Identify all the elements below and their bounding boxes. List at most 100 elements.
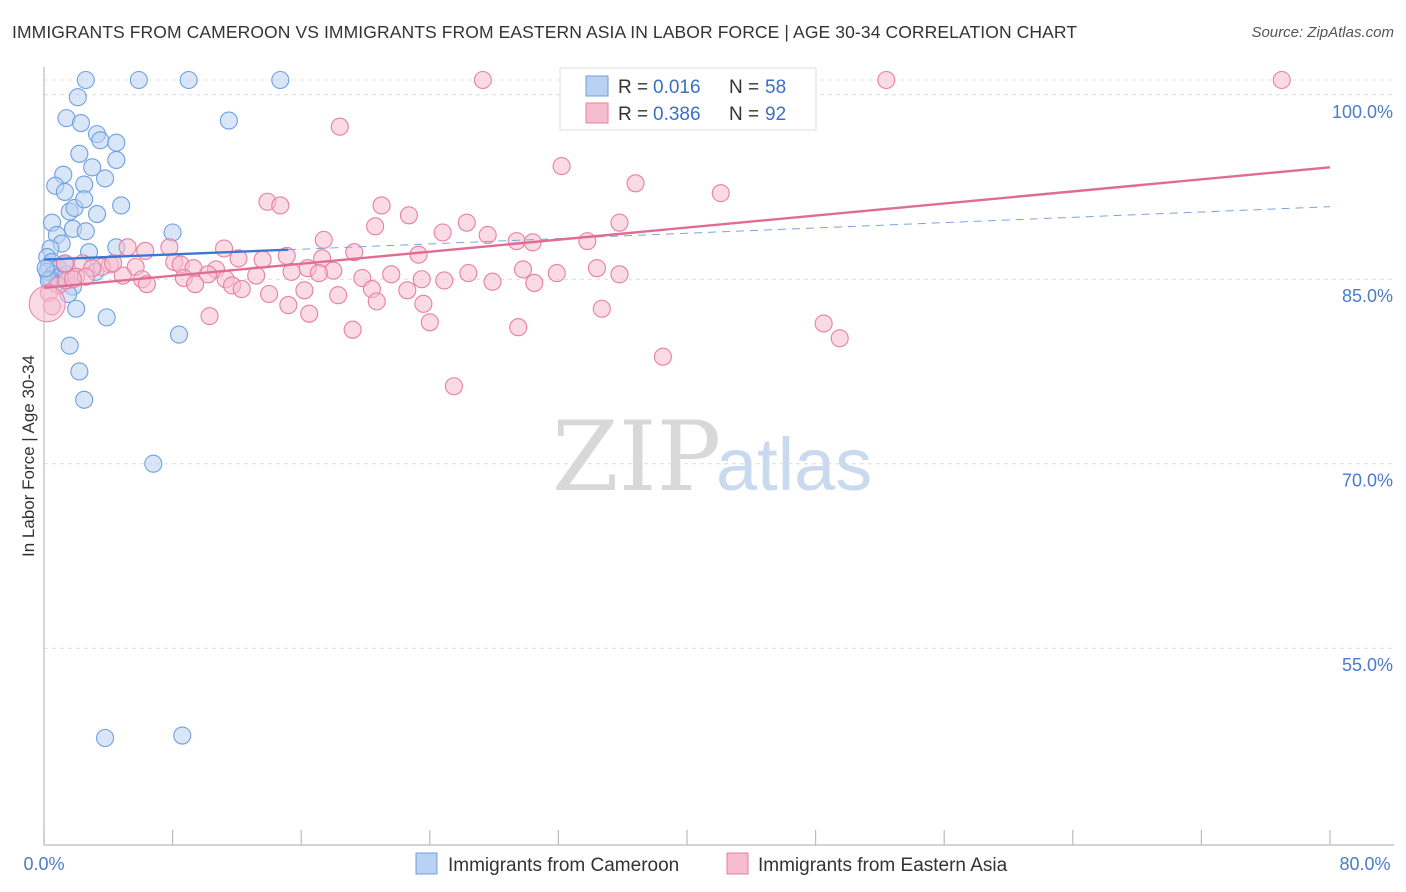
y-tick-label-100: 100.0% [1332, 102, 1393, 122]
eastern-asia-point-11 [399, 206, 418, 225]
eastern-asia-point-14 [366, 217, 385, 236]
eastern-asia-point-47 [610, 265, 629, 284]
legend-n-value-cameroon: 58 [765, 77, 786, 98]
eastern-asia-point-58 [483, 272, 502, 291]
cameroon-point-18 [55, 182, 74, 201]
eastern-asia-point-54 [309, 264, 328, 283]
legend-r-value-cameroon: 0.016 [653, 77, 701, 98]
watermark-atlas: atlas [716, 423, 872, 506]
eastern-asia-point-2 [877, 70, 896, 90]
eastern-asia-point-0 [473, 70, 492, 90]
watermark-zip: ZIP [552, 401, 721, 513]
eastern-asia-point-81 [444, 377, 463, 396]
eastern-asia-point-68 [329, 286, 348, 305]
eastern-asia-point-10 [372, 196, 391, 215]
cameroon-point-7 [219, 111, 238, 130]
series-legend: Immigrants from Cameroon Immigrants from… [415, 852, 1008, 876]
x-axis-ticks [43, 830, 1331, 845]
eastern-asia-point-67 [398, 281, 417, 300]
trend-line-0 [43, 248, 289, 261]
eastern-asia-point-45 [547, 264, 566, 283]
cameroon-point-53 [96, 728, 115, 748]
gridlines [44, 79, 1394, 649]
eastern-asia-point-91 [63, 270, 82, 289]
trend-lines [43, 166, 1331, 290]
cameroon-point-50 [70, 362, 89, 381]
stats-legend: R = 0.016 N = 58 R = 0.386 N = 92 [559, 67, 817, 131]
cameroon-point-52 [144, 454, 163, 473]
y-axis-title: In Labor Force | Age 30-34 [19, 355, 38, 557]
bottom-legend-swatch-eastern-asia [726, 852, 749, 875]
eastern-asia-point-19 [507, 232, 526, 251]
eastern-asia-point-44 [513, 260, 533, 279]
cameroon-point-2 [179, 70, 198, 90]
eastern-asia-point-4 [330, 117, 349, 136]
y-tick-label-85: 85.0% [1342, 286, 1393, 306]
eastern-asia-point-75 [420, 313, 439, 332]
cameroon-point-56 [36, 259, 55, 278]
cameroon-point-9 [91, 131, 110, 150]
cameroon-point-22 [112, 196, 131, 215]
cameroon-point-12 [107, 150, 126, 169]
series-cameroon-points [36, 70, 290, 748]
eastern-asia-point-72 [300, 304, 319, 323]
cameroon-point-46 [67, 299, 86, 318]
series-eastern-asia-points [28, 70, 1291, 396]
cameroon-point-21 [75, 190, 94, 209]
eastern-asia-point-9 [271, 196, 290, 215]
eastern-asia-point-16 [478, 225, 497, 245]
eastern-asia-point-15 [433, 223, 452, 242]
bottom-legend-label-cameroon: Immigrants from Cameroon [448, 855, 679, 876]
eastern-asia-point-73 [200, 307, 219, 326]
eastern-asia-point-cluster [28, 285, 66, 323]
cameroon-point-48 [169, 325, 189, 344]
eastern-asia-point-71 [279, 296, 298, 315]
eastern-asia-point-64 [295, 281, 314, 300]
cameroon-point-23 [87, 205, 107, 224]
eastern-asia-point-42 [382, 265, 401, 284]
eastern-asia-point-69 [367, 292, 386, 311]
cameroon-point-0 [76, 70, 95, 90]
eastern-asia-point-89 [104, 254, 123, 273]
eastern-asia-point-79 [830, 329, 849, 348]
cameroon-point-15 [96, 169, 115, 188]
source-label: Source: ZipAtlas.com [1251, 24, 1394, 41]
x-tick-label-max: 80.0% [1339, 854, 1390, 874]
eastern-asia-point-30 [253, 250, 272, 269]
x-tick-label-min: 0.0% [23, 854, 64, 874]
cameroon-point-32 [163, 223, 182, 242]
eastern-asia-point-6 [626, 174, 645, 193]
eastern-asia-point-74 [592, 299, 611, 318]
cameroon-point-54 [173, 726, 192, 745]
bottom-legend-label-eastern-asia: Immigrants from Eastern Asia [758, 855, 1008, 876]
y-axis-tick-labels: 100.0% 85.0% 70.0% 55.0% [1332, 102, 1393, 675]
eastern-asia-point-80 [653, 347, 672, 366]
legend-r-value-eastern-asia: 0.386 [653, 104, 701, 125]
eastern-asia-point-5 [552, 157, 571, 176]
trend-line-1 [288, 206, 1331, 251]
trend-line-2 [43, 166, 1331, 290]
y-tick-label-55: 55.0% [1342, 655, 1393, 675]
legend-r-label-cameroon: R = [618, 77, 648, 98]
cameroon-point-47 [97, 308, 116, 327]
eastern-asia-point-23 [214, 239, 234, 258]
eastern-asia-point-63 [232, 280, 251, 299]
eastern-asia-point-3 [1272, 70, 1291, 90]
cameroon-point-49 [60, 336, 79, 355]
eastern-asia-point-70 [414, 294, 433, 313]
cameroon-point-3 [271, 70, 290, 90]
eastern-asia-point-28 [229, 249, 248, 268]
eastern-asia-point-65 [259, 284, 279, 304]
eastern-asia-point-78 [814, 314, 833, 333]
eastern-asia-point-61 [186, 275, 205, 294]
eastern-asia-point-57 [435, 271, 454, 290]
bottom-legend-swatch-cameroon [415, 852, 438, 875]
legend-n-label-eastern-asia: N = [729, 104, 759, 125]
eastern-asia-point-13 [610, 213, 629, 232]
legend-swatch-eastern-asia [585, 102, 609, 124]
eastern-asia-point-17 [314, 230, 333, 249]
y-tick-label-70: 70.0% [1342, 471, 1393, 491]
legend-r-label-eastern-asia: R = [618, 104, 648, 125]
cameroon-point-11 [70, 144, 89, 163]
